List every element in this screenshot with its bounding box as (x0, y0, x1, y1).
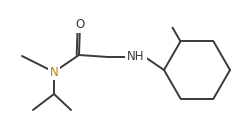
Text: O: O (75, 18, 85, 32)
Text: N: N (50, 65, 58, 79)
Text: NH: NH (127, 51, 145, 63)
